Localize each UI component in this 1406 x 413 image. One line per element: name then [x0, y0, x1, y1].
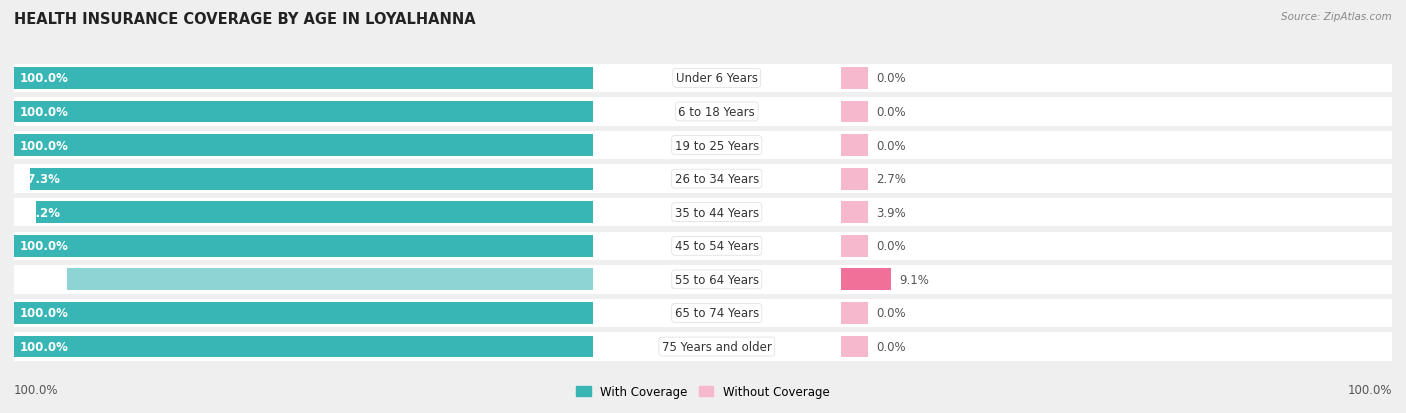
Bar [593, 232, 841, 261]
Bar [593, 64, 841, 93]
Bar [14, 64, 593, 93]
Bar [14, 135, 593, 157]
Text: 100.0%: 100.0% [20, 307, 69, 320]
Bar [841, 199, 1392, 227]
Bar [841, 68, 869, 90]
Text: HEALTH INSURANCE COVERAGE BY AGE IN LOYALHANNA: HEALTH INSURANCE COVERAGE BY AGE IN LOYA… [14, 12, 475, 27]
Bar [841, 165, 1392, 193]
Text: 75 Years and older: 75 Years and older [662, 340, 772, 353]
Bar [14, 165, 593, 193]
Text: 3.9%: 3.9% [876, 206, 907, 219]
Text: 0.0%: 0.0% [876, 307, 907, 320]
Bar [841, 266, 1392, 294]
Bar [841, 269, 891, 291]
Bar [841, 232, 1392, 261]
Text: Source: ZipAtlas.com: Source: ZipAtlas.com [1281, 12, 1392, 22]
Bar [593, 266, 841, 294]
Bar [66, 269, 593, 291]
Text: 100.0%: 100.0% [20, 139, 69, 152]
Bar [841, 101, 869, 123]
Text: 65 to 74 Years: 65 to 74 Years [675, 307, 759, 320]
Text: 0.0%: 0.0% [876, 340, 907, 353]
Text: 100.0%: 100.0% [20, 240, 69, 253]
Bar [841, 336, 869, 358]
Text: 0.0%: 0.0% [876, 106, 907, 119]
Bar [14, 131, 593, 160]
Bar [14, 68, 593, 90]
Bar [593, 299, 841, 328]
Bar [841, 64, 1392, 93]
Text: 100.0%: 100.0% [14, 384, 59, 396]
Bar [841, 299, 1392, 328]
Bar [593, 332, 841, 361]
Bar [593, 199, 841, 227]
Bar [593, 98, 841, 126]
Text: Under 6 Years: Under 6 Years [676, 72, 758, 85]
Bar [841, 135, 869, 157]
Text: 45 to 54 Years: 45 to 54 Years [675, 240, 759, 253]
Text: 96.2%: 96.2% [20, 206, 60, 219]
Text: 6 to 18 Years: 6 to 18 Years [679, 106, 755, 119]
Legend: With Coverage, Without Coverage: With Coverage, Without Coverage [572, 381, 834, 403]
Bar [14, 302, 593, 324]
Bar [841, 98, 1392, 126]
Bar [14, 98, 593, 126]
Bar [841, 131, 1392, 160]
Bar [14, 299, 593, 328]
Bar [593, 131, 841, 160]
Bar [841, 235, 869, 257]
Bar [14, 336, 593, 358]
Text: 0.0%: 0.0% [876, 240, 907, 253]
Text: 100.0%: 100.0% [20, 340, 69, 353]
Text: 0.0%: 0.0% [876, 139, 907, 152]
Bar [841, 332, 1392, 361]
Text: 100.0%: 100.0% [20, 106, 69, 119]
Bar [14, 235, 593, 257]
Bar [593, 165, 841, 193]
Text: 90.9%: 90.9% [20, 273, 60, 286]
Bar [14, 101, 593, 123]
Text: 100.0%: 100.0% [1347, 384, 1392, 396]
Text: 97.3%: 97.3% [20, 173, 60, 186]
Text: 0.0%: 0.0% [876, 72, 907, 85]
Text: 9.1%: 9.1% [900, 273, 929, 286]
Bar [14, 232, 593, 261]
Text: 2.7%: 2.7% [876, 173, 907, 186]
Bar [14, 199, 593, 227]
Text: 35 to 44 Years: 35 to 44 Years [675, 206, 759, 219]
Bar [30, 169, 593, 190]
Text: 19 to 25 Years: 19 to 25 Years [675, 139, 759, 152]
Bar [841, 202, 869, 223]
Bar [37, 202, 593, 223]
Text: 26 to 34 Years: 26 to 34 Years [675, 173, 759, 186]
Text: 55 to 64 Years: 55 to 64 Years [675, 273, 759, 286]
Bar [841, 302, 869, 324]
Bar [14, 332, 593, 361]
Bar [841, 169, 869, 190]
Bar [14, 266, 593, 294]
Text: 100.0%: 100.0% [20, 72, 69, 85]
